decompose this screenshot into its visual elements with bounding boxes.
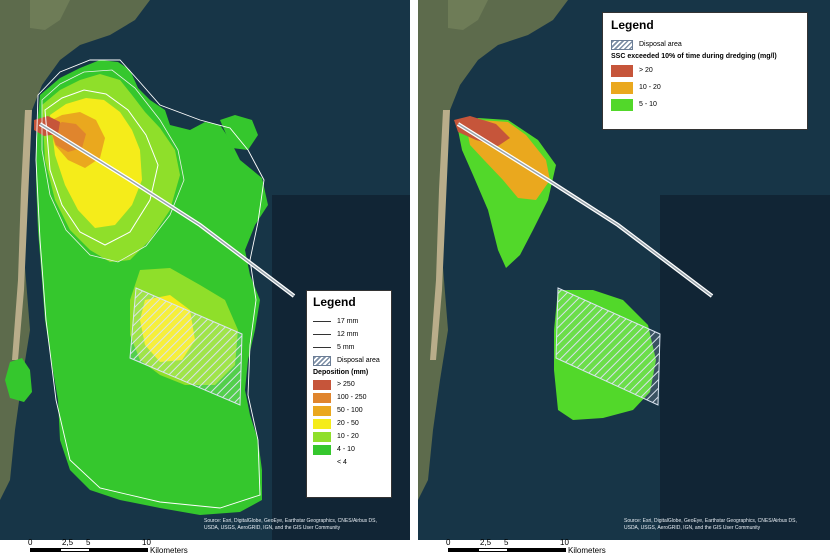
- legend-title: Legend: [611, 18, 654, 32]
- contour-line-swatch: [313, 330, 331, 340]
- legend-row-disposal: Disposal area: [313, 354, 385, 367]
- left-map-canvas: [0, 0, 410, 540]
- legend-row-contour-12: 12 mm: [313, 328, 385, 341]
- legend-row-class: < 4: [313, 456, 385, 469]
- legend-label: Disposal area: [639, 41, 682, 48]
- disposal-swatch: [313, 355, 331, 366]
- scale-segment: [478, 548, 508, 552]
- deposition-4-10-patch: [220, 115, 258, 150]
- legend-label: 12 mm: [337, 331, 359, 338]
- right-map-panel: Legend Disposal area SSC exceeded 10% of…: [418, 0, 830, 558]
- color-swatch: [313, 379, 331, 390]
- legend-row-class: 50 - 100: [313, 404, 385, 417]
- island-west: [5, 358, 32, 402]
- color-swatch: [313, 405, 331, 416]
- beach-strip: [12, 110, 32, 360]
- credit-line: Source: Esri, DigitalGlobe, GeoEye, Eart…: [624, 518, 797, 524]
- color-swatch: [611, 81, 633, 94]
- deposition-100-250: [50, 122, 86, 152]
- land-forest: [30, 0, 70, 30]
- contour-5mm: [35, 59, 265, 509]
- legend-label: 100 - 250: [337, 394, 367, 401]
- legend-label: < 4: [337, 459, 347, 466]
- credit-line: USDA, USGS, AeroGRID, IGN, and the GIS U…: [204, 525, 341, 531]
- scale-tick: 10: [142, 538, 151, 547]
- legend-row-class: > 20: [611, 62, 799, 79]
- legend-row-class: 4 - 10: [313, 443, 385, 456]
- scale-segment: [90, 548, 148, 552]
- legend-label: > 20: [639, 67, 653, 74]
- legend-label: 20 - 50: [337, 420, 359, 427]
- land-forest: [448, 0, 488, 30]
- disposal-area: [129, 287, 243, 406]
- legend-label: > 250: [337, 381, 355, 388]
- scale-tick: 2,5: [480, 538, 492, 547]
- color-swatch: [611, 98, 633, 111]
- legend-row-class: 5 - 10: [611, 96, 799, 113]
- dredging-channel-inner: [39, 123, 295, 297]
- scale-segment: [60, 548, 90, 552]
- contour-line-swatch: [313, 343, 331, 353]
- scale-tick: 5: [86, 538, 91, 547]
- legend-row-contour-5: 5 mm: [313, 341, 385, 354]
- legend-row-class: 10 - 20: [611, 79, 799, 96]
- land-coast: [0, 0, 150, 500]
- scale-segment: [30, 548, 60, 552]
- legend-label: 10 - 20: [337, 433, 359, 440]
- dredging-channel-inner: [457, 123, 713, 297]
- color-swatch: [313, 431, 331, 442]
- scale-tick: 0: [28, 538, 33, 547]
- legend-row-class: 100 - 250: [313, 391, 385, 404]
- color-swatch: [611, 64, 633, 77]
- contour-legend: 17 mm 12 mm 5 mm Disposal area: [313, 315, 385, 367]
- legend-row-contour-17: 17 mm: [313, 315, 385, 328]
- scale-segment: [508, 548, 566, 552]
- color-swatch: [313, 444, 331, 455]
- legend-label: 4 - 10: [337, 446, 355, 453]
- legend-row-class: > 250: [313, 378, 385, 391]
- deposition-title: Deposition (mm): [313, 369, 369, 376]
- contour-12mm: [41, 69, 185, 263]
- legend-label: Disposal area: [337, 357, 380, 364]
- legend-row-class: 10 - 20: [313, 430, 385, 443]
- disposal-swatch: [611, 39, 633, 50]
- legend-title: Legend: [313, 295, 356, 309]
- legend-row-disposal: Disposal area: [611, 38, 799, 51]
- disposal-area: [555, 287, 661, 406]
- scale-bar: 0 2,5 5 10 Kilometers: [440, 538, 640, 558]
- credit-line: Source: Esri, DigitalGlobe, GeoEye, Eart…: [204, 518, 377, 524]
- right-legend: Legend Disposal area SSC exceeded 10% of…: [602, 12, 808, 130]
- ssc-over-20: [454, 116, 510, 146]
- color-swatch: [313, 458, 331, 468]
- map-credit: Source: Esri, DigitalGlobe, GeoEye, Eart…: [624, 518, 797, 532]
- credit-line: USDA, USGS, AeroGRID, IGN, and the GIS U…: [624, 525, 761, 531]
- scale-tick: 10: [560, 538, 569, 547]
- legend-label: 5 - 10: [639, 101, 657, 108]
- deep-sea-area: [660, 195, 830, 540]
- color-swatch: [313, 418, 331, 429]
- map-credit: Source: Esri, DigitalGlobe, GeoEye, Eart…: [204, 518, 377, 532]
- left-map-panel: Legend 17 mm 12 mm 5 mm Disposal area De…: [0, 0, 410, 558]
- legend-label: 10 - 20: [639, 84, 661, 91]
- land-coast: [418, 0, 568, 500]
- left-legend: Legend 17 mm 12 mm 5 mm Disposal area De…: [306, 290, 392, 498]
- scale-tick: 5: [504, 538, 509, 547]
- scale-unit: Kilometers: [150, 546, 188, 555]
- scale-tick: 2,5: [62, 538, 74, 547]
- contour-line-swatch: [313, 317, 331, 327]
- beach-strip: [430, 110, 450, 360]
- legend-row-class: 20 - 50: [313, 417, 385, 430]
- contour-17mm: [44, 89, 159, 246]
- scale-tick: 0: [446, 538, 451, 547]
- legend-label: 17 mm: [337, 318, 359, 325]
- scale-segment: [448, 548, 478, 552]
- scale-unit: Kilometers: [568, 546, 606, 555]
- legend-label: 5 mm: [337, 344, 355, 351]
- ssc-title: SSC exceeded 10% of time during dredging…: [611, 53, 777, 60]
- legend-label: 50 - 100: [337, 407, 363, 414]
- color-swatch: [313, 392, 331, 403]
- scale-bar: 0 2,5 5 10 Kilometers: [22, 538, 222, 558]
